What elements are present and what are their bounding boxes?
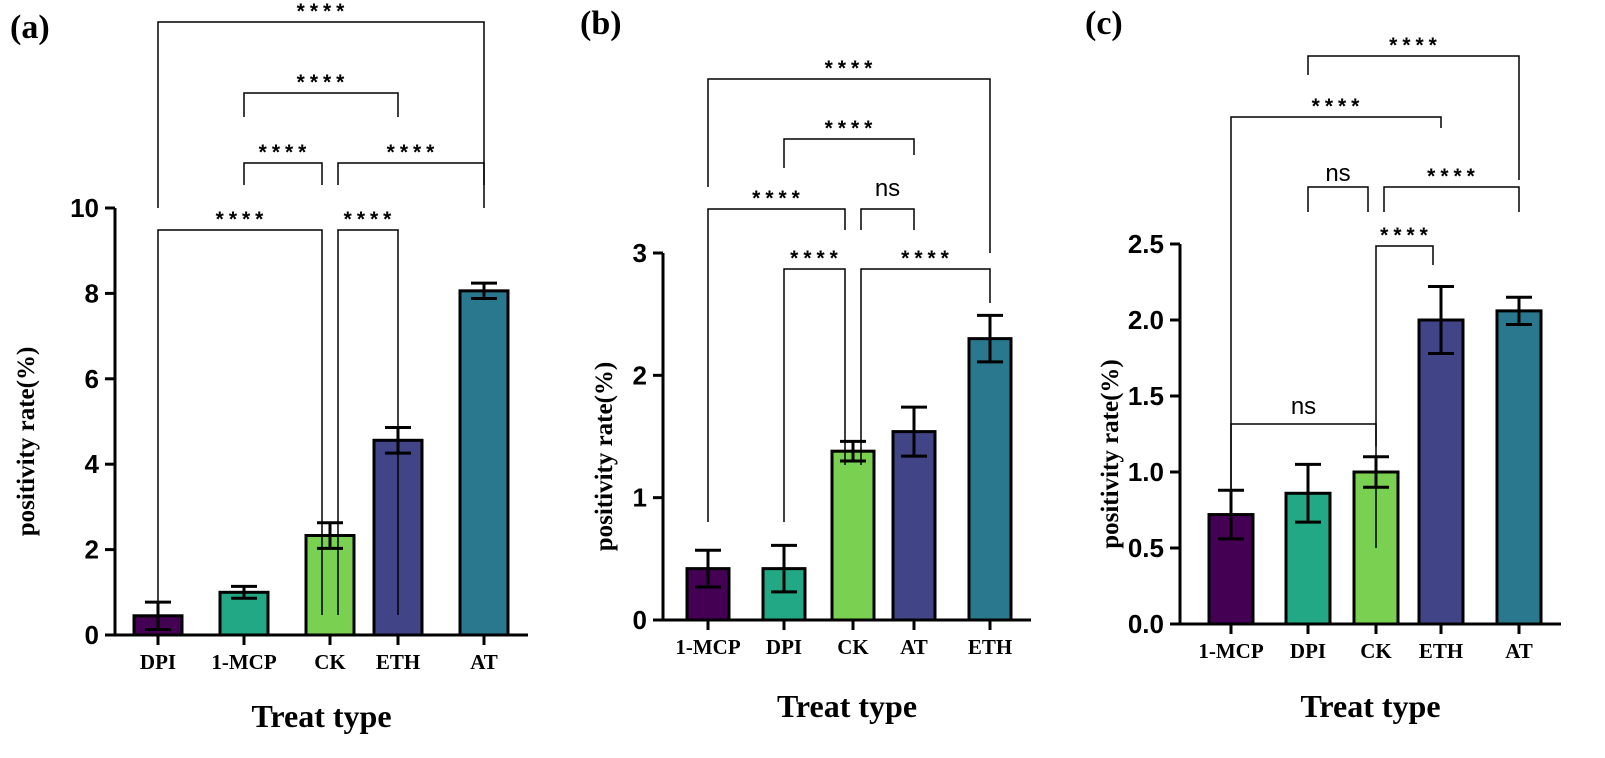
chart-3-category-label-4: AT — [1505, 639, 1533, 663]
chart-3-significance-bracket-3 — [1383, 186, 1520, 212]
chart-3-y-tick-label-4: 2.0 — [1128, 305, 1164, 335]
chart-3-category-label-2: CK — [1360, 639, 1392, 663]
chart-1-significance-bracket-5 — [337, 229, 399, 615]
chart-1-y-axis-title: positivity rate(%) — [13, 347, 40, 537]
chart-2-category-label-1: DPI — [766, 635, 802, 659]
chart-2-y-tick-label-2: 2 — [633, 360, 647, 390]
chart-1-category-label-4: AT — [470, 650, 498, 674]
chart-1-y-tick-label-4: 8 — [85, 278, 99, 308]
chart-1-bar-4 — [458, 289, 510, 637]
chart-2-category-label-3: AT — [900, 635, 928, 659]
chart-1-category-label-2: CK — [314, 650, 346, 674]
chart-1-y-tick-label-1: 2 — [85, 535, 99, 565]
chart-1-significance-bracket-2 — [243, 162, 323, 185]
chart-3-y-tick-label-5: 2.5 — [1128, 229, 1164, 259]
chart-2-bar-2 — [830, 449, 876, 622]
chart-2-significance-label-5: **** — [901, 247, 954, 270]
chart-1-x-axis-title: Treat type — [251, 698, 391, 734]
chart-3-y-tick-label-2: 1.0 — [1128, 457, 1164, 487]
chart-3-significance-label-1: **** — [1312, 95, 1365, 118]
chart-1-bar-2 — [304, 534, 356, 637]
chart-1-significance-label-1: **** — [297, 71, 350, 94]
chart-1-significance-label-5: **** — [344, 208, 397, 231]
chart-2-significance-label-4: **** — [790, 247, 843, 270]
chart-2-y-axis-title: positivity rate(%) — [591, 362, 618, 552]
chart-2-y-tick-label-0: 0 — [633, 605, 647, 635]
chart-2-category-label-2: CK — [837, 635, 869, 659]
chart-2-significance-bracket-0 — [707, 78, 991, 253]
chart-2-bar-3 — [891, 430, 937, 622]
chart-1-category-label-1: 1-MCP — [211, 650, 276, 674]
chart-1-y-tick-label-5: 10 — [70, 193, 99, 223]
chart-3-significance-bracket-4 — [1375, 245, 1434, 548]
chart-3-significance-bracket-2 — [1307, 186, 1369, 212]
chart-2-significance-bracket-3 — [860, 208, 915, 230]
chart-1-y-tick-label-2: 4 — [85, 449, 100, 479]
chart-3-significance-label-5: ns — [1291, 393, 1316, 420]
chart-1-significance-bracket-0 — [157, 21, 485, 208]
chart-2-x-axis-title: Treat type — [777, 688, 917, 724]
chart-3-panel-label: (c) — [1085, 5, 1123, 42]
chart-2-significance-label-1: **** — [825, 117, 878, 140]
chart-2-significance-bracket-2 — [707, 208, 846, 522]
chart-3-category-label-0: 1-MCP — [1198, 639, 1263, 663]
chart-1-category-label-3: ETH — [376, 650, 420, 674]
chart-3-y-tick-label-3: 1.5 — [1128, 381, 1164, 411]
chart-3-significance-label-4: **** — [1380, 224, 1433, 247]
chart-3-y-tick-label-0: 0.0 — [1128, 609, 1164, 639]
chart-1-significance-label-2: **** — [259, 141, 312, 164]
chart-2-category-label-0: 1-MCP — [675, 635, 740, 659]
chart-2-bar-4 — [967, 337, 1013, 622]
chart-1-significance-label-0: **** — [297, 0, 350, 23]
chart-2-y-tick-label-3: 3 — [633, 238, 647, 268]
chart-3-category-label-3: ETH — [1419, 639, 1463, 663]
chart-3-bar-4 — [1495, 309, 1543, 626]
chart-3-y-tick-label-1: 0.5 — [1128, 533, 1164, 563]
chart-1-significance-label-4: **** — [216, 208, 269, 231]
chart-3-significance-bracket-0 — [1307, 55, 1520, 180]
chart-1-significance-label-3: **** — [387, 141, 440, 164]
chart-1-significance-bracket-3 — [337, 162, 485, 185]
chart-2-significance-label-2: **** — [752, 187, 805, 210]
chart-3-significance-label-3: **** — [1427, 165, 1480, 188]
chart-2-significance-label-0: **** — [825, 57, 878, 80]
chart-1-significance-bracket-1 — [243, 92, 399, 117]
chart-2-category-label-4: ETH — [968, 635, 1012, 659]
chart-1-significance-bracket-4 — [157, 229, 323, 615]
chart-2-significance-bracket-5 — [860, 268, 991, 465]
chart-3-category-label-1: DPI — [1290, 639, 1326, 663]
chart-2-significance-bracket-1 — [783, 138, 915, 168]
chart-1-category-label-0: DPI — [140, 650, 176, 674]
chart-1-y-tick-label-3: 6 — [85, 364, 99, 394]
chart-2-significance-label-3: ns — [875, 175, 900, 202]
chart-3-x-axis-title: Treat type — [1300, 688, 1440, 724]
chart-2-significance-bracket-4 — [783, 268, 846, 522]
chart-3-significance-label-0: **** — [1389, 34, 1442, 57]
chart-1-panel-label: (a) — [10, 9, 50, 46]
chart-1-y-tick-label-0: 0 — [85, 620, 99, 650]
chart-2-y-tick-label-1: 1 — [633, 483, 647, 513]
chart-3-significance-bracket-5 — [1230, 423, 1377, 512]
chart-3-significance-bracket-1 — [1230, 116, 1442, 512]
chart-3-y-axis-title: positivity rate(%) — [1097, 359, 1124, 549]
chart-2-panel-label: (b) — [580, 5, 622, 42]
chart-3-bar-3 — [1417, 318, 1465, 626]
chart-3-significance-label-2: ns — [1325, 160, 1350, 187]
